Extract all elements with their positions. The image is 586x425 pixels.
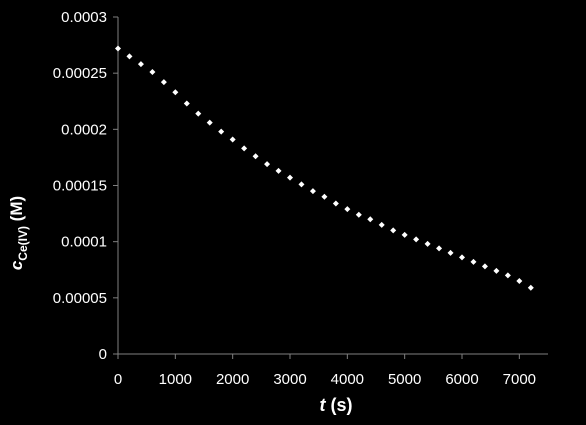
- data-point: [149, 69, 156, 76]
- x-tick-label: 7000: [503, 371, 536, 388]
- data-points: [115, 45, 534, 291]
- data-point: [252, 153, 259, 160]
- data-point: [275, 167, 282, 174]
- data-point: [459, 254, 465, 261]
- data-point: [424, 240, 431, 247]
- data-point: [137, 61, 144, 68]
- y-tick-label: 0.00005: [53, 290, 107, 307]
- data-point: [172, 89, 179, 96]
- y-axis-label: cCe(IV) (M): [7, 196, 30, 270]
- data-point: [413, 236, 420, 243]
- y-tick-label: 0.0002: [61, 121, 107, 138]
- y-axis-unit: (M): [7, 196, 26, 226]
- x-axis-unit: (s): [326, 395, 353, 415]
- data-point: [470, 258, 477, 265]
- y-axis-subscript: Ce(IV): [16, 226, 30, 261]
- x-tick-label: 3000: [273, 371, 306, 388]
- data-point: [481, 263, 488, 270]
- y-tick-label: 0.0003: [61, 9, 107, 26]
- x-tick-label: 6000: [445, 371, 478, 388]
- data-point: [401, 231, 408, 238]
- data-point: [367, 216, 374, 223]
- data-point: [229, 136, 236, 143]
- x-tick-label: 5000: [388, 371, 421, 388]
- data-point: [516, 277, 523, 284]
- data-point: [355, 211, 362, 218]
- y-tick-label: 0.00015: [53, 178, 107, 195]
- data-point: [504, 272, 511, 279]
- x-axis-variable: t: [320, 395, 327, 415]
- x-tick-label: 4000: [331, 371, 364, 388]
- x-tick-label: 1000: [159, 371, 192, 388]
- y-tick-label: 0.00025: [53, 65, 107, 82]
- data-point: [332, 200, 339, 207]
- data-point: [183, 100, 190, 107]
- axes: [113, 16, 548, 359]
- data-point: [321, 193, 328, 200]
- data-point: [447, 249, 454, 256]
- data-point: [436, 245, 443, 252]
- data-point: [287, 174, 293, 181]
- y-tick-labels: 0 0.00005 0.0001 0.00015 0.0002 0.00025 0.0003: [53, 9, 107, 363]
- data-point: [195, 110, 202, 117]
- data-point: [206, 119, 213, 126]
- x-axis-label: t (s): [320, 395, 353, 415]
- data-point: [527, 284, 534, 291]
- data-point: [309, 188, 316, 195]
- y-tick-label: 0.0001: [61, 234, 107, 251]
- data-point: [390, 227, 397, 234]
- data-point: [493, 267, 500, 274]
- x-tick-label: 2000: [216, 371, 249, 388]
- x-tick-label: 0: [114, 371, 122, 388]
- data-point: [126, 53, 133, 60]
- data-point: [218, 128, 225, 135]
- data-point: [344, 206, 351, 213]
- y-tick-label: 0: [99, 346, 107, 363]
- data-point: [115, 45, 121, 52]
- data-point: [160, 79, 167, 86]
- data-point: [298, 181, 305, 188]
- y-axis-variable: c: [7, 260, 26, 270]
- data-point: [241, 145, 248, 152]
- x-tick-labels: 0 1000 2000 3000 4000 5000 6000 7000: [114, 371, 536, 388]
- data-point: [378, 221, 385, 228]
- data-point: [264, 161, 271, 168]
